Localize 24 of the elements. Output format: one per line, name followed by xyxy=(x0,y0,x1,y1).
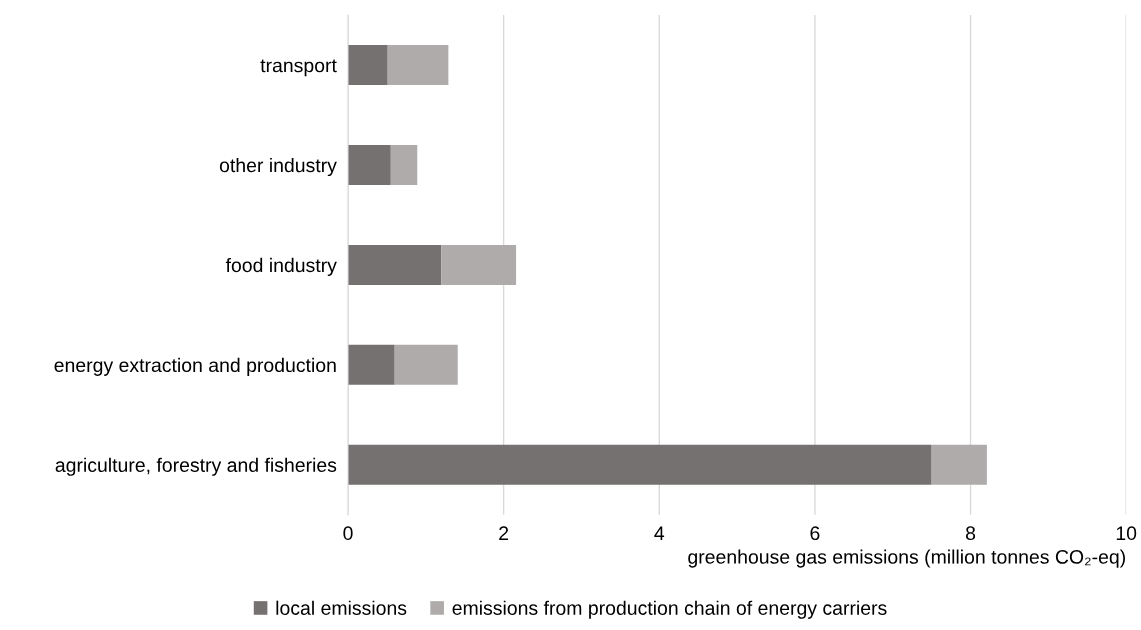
bar xyxy=(394,344,458,385)
bar xyxy=(348,444,932,485)
x-tick-label: 8 xyxy=(965,526,976,541)
x-tick-label: 2 xyxy=(499,526,509,540)
x-axis-title: greenhouse gas emissions (million tonnes CO₂-eq) xyxy=(688,549,1125,568)
y-tick-label: food industry xyxy=(225,257,337,276)
x-tick-label: 6 xyxy=(810,526,820,541)
bar xyxy=(387,45,449,86)
bar xyxy=(348,45,388,86)
x-tick-label: 0 xyxy=(343,526,353,541)
bar xyxy=(348,145,391,185)
legend-label: local emissions xyxy=(276,600,407,615)
y-tick-label: agriculture, forestry and fisheries xyxy=(55,457,337,476)
x-tick-label: 4 xyxy=(654,526,665,540)
x-tick-label: 10 xyxy=(1116,526,1137,541)
bar xyxy=(348,344,395,385)
bar xyxy=(390,145,418,185)
bar xyxy=(931,444,987,485)
y-tick-label: transport xyxy=(260,59,337,77)
y-tick-label: energy extraction and production xyxy=(54,357,336,376)
y-tick-label: other industry xyxy=(219,157,337,177)
bar xyxy=(348,244,442,285)
legend-label: emissions from production chain of energy carriers xyxy=(452,600,887,619)
bar xyxy=(441,244,517,285)
